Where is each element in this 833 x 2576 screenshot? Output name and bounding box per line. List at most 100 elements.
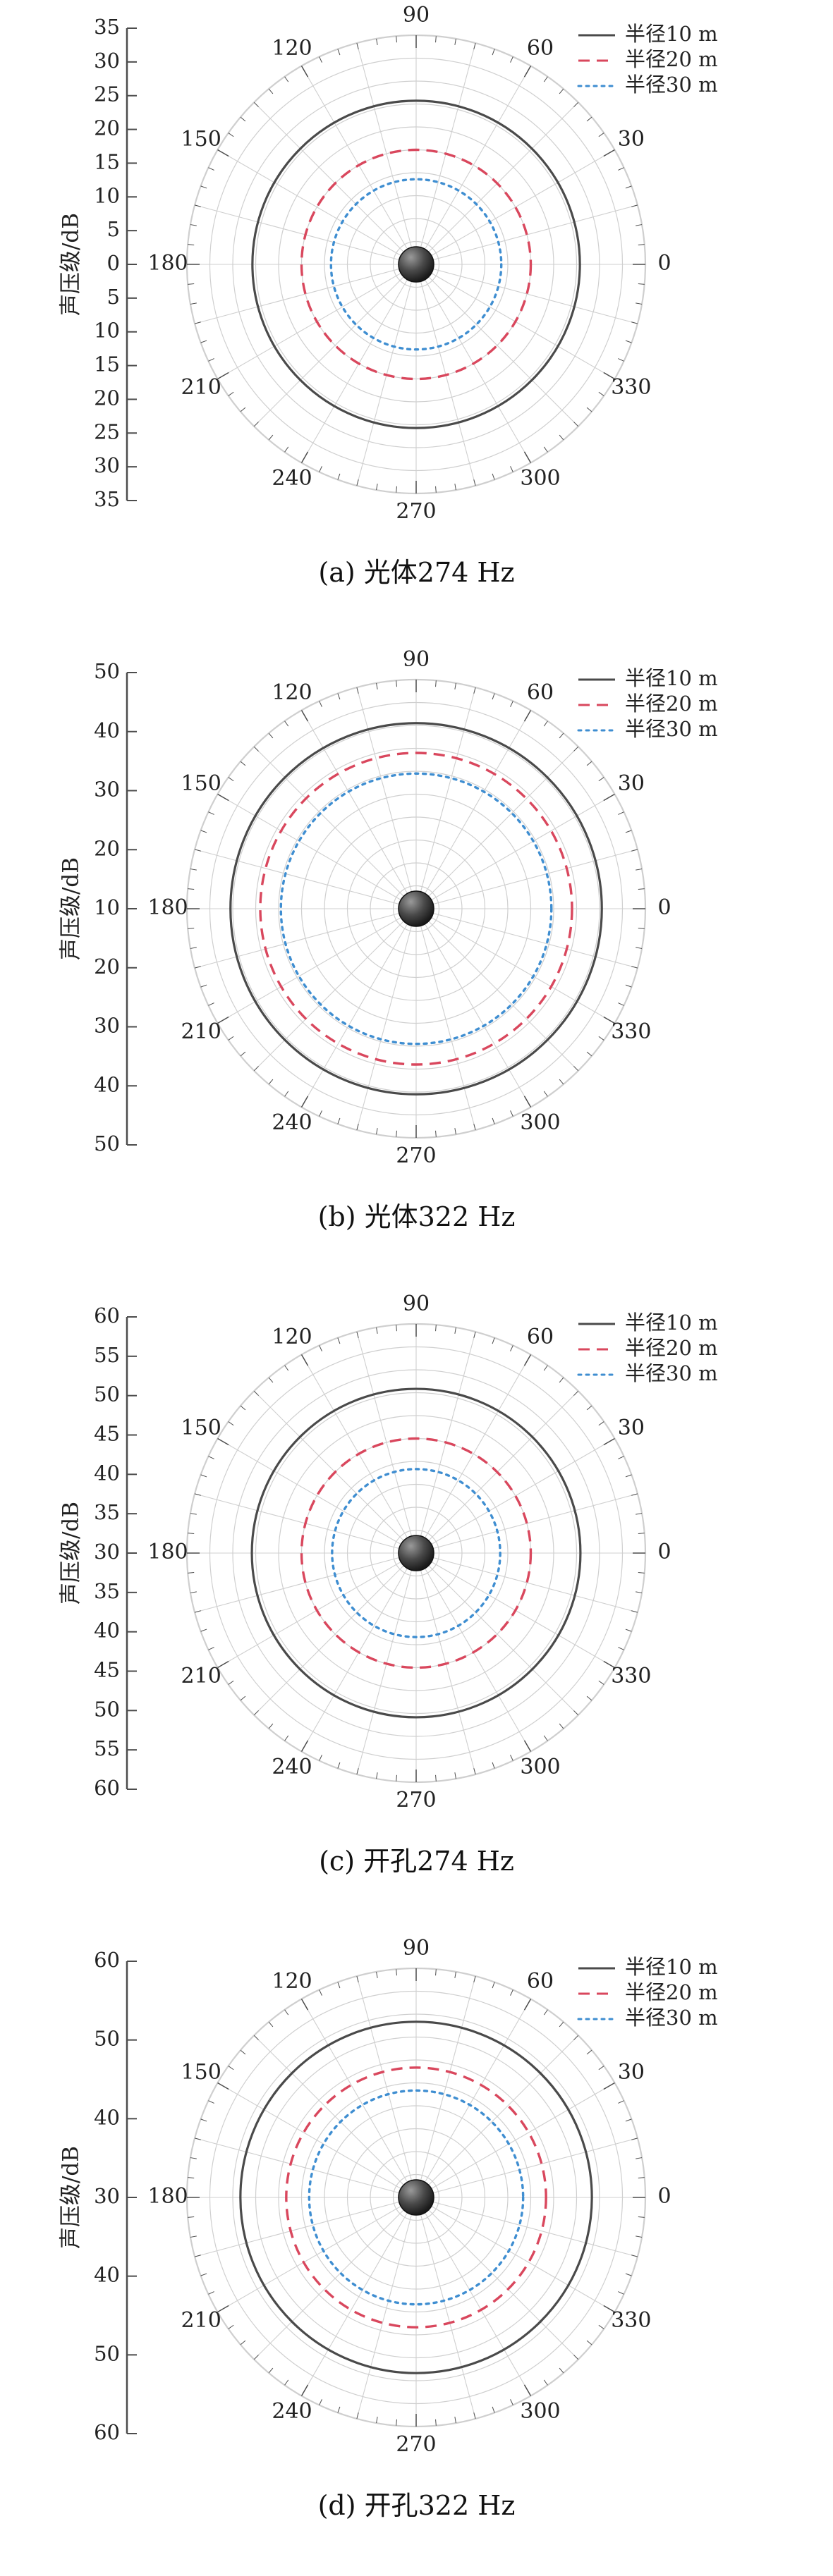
- angle-label-240: 240: [272, 466, 312, 491]
- grid-spoke: [415, 908, 531, 1108]
- grid-spoke: [415, 1975, 476, 2198]
- outer-tick: [217, 1437, 229, 1446]
- outer-tick: [253, 2035, 259, 2040]
- chart-root: 0 30 60 90 120 150 180 210 240 270 300 330 60 55 50 45 4…: [59, 1292, 718, 1813]
- y-tick-label: 60: [94, 2420, 120, 2444]
- outer-tick: [200, 1474, 207, 1478]
- outer-tick: [396, 2419, 397, 2426]
- outer-tick: [559, 2021, 564, 2028]
- outer-tick: [603, 1016, 615, 1024]
- outer-tick: [435, 2419, 437, 2426]
- outer-tick: [228, 1680, 234, 1685]
- outer-tick: [194, 2138, 201, 2140]
- grid-spoke: [194, 1552, 417, 1613]
- outer-minor-ticks: [187, 35, 645, 493]
- outer-tick: [636, 947, 643, 949]
- y-tick-label: 50: [94, 1382, 120, 1406]
- angle-label-180: 180: [147, 1540, 188, 1564]
- outer-tick: [454, 682, 456, 689]
- outer-tick: [586, 1695, 592, 1701]
- outer-tick: [194, 849, 201, 852]
- angle-label-210: 210: [181, 2308, 221, 2333]
- outer-tick: [603, 372, 615, 380]
- outer-tick: [337, 693, 341, 700]
- outer-tick: [559, 1377, 564, 1383]
- y-tick-label: 40: [94, 718, 120, 742]
- grid-spoke: [301, 1999, 417, 2198]
- outer-tick: [510, 1755, 513, 1761]
- angle-label-30: 30: [618, 2060, 645, 2085]
- angle-label-150: 150: [181, 2060, 221, 2085]
- outer-tick: [268, 1377, 274, 1383]
- grid-spoke: [217, 2083, 417, 2198]
- legend-label-1: 半径10 m: [625, 1955, 718, 1979]
- outer-tick: [492, 1337, 495, 1344]
- outer-tick: [208, 358, 214, 362]
- outer-tick: [454, 2417, 456, 2424]
- outer-tick: [598, 2066, 604, 2071]
- outer-tick: [337, 1982, 341, 1989]
- outer-tick: [625, 830, 632, 833]
- outer-tick: [253, 1390, 259, 1396]
- grid-spoke: [253, 746, 417, 909]
- grid-spoke: [194, 2197, 417, 2257]
- outer-tick: [190, 2235, 197, 2238]
- outer-tick: [618, 1456, 624, 1459]
- grid-spoke: [217, 908, 417, 1024]
- angle-label-120: 120: [272, 1325, 312, 1349]
- outer-tick: [625, 185, 632, 189]
- outer-tick: [631, 849, 638, 852]
- y-axis-label: 声压级/dB: [59, 2146, 84, 2249]
- outer-tick: [376, 1327, 378, 1334]
- y-tick-label: 50: [94, 2341, 120, 2365]
- outer-tick: [638, 1572, 645, 1574]
- polar-chart-d: 0 30 60 90 120 150 180 210 240 270 300 330 60 50 40 30 4…: [59, 1936, 718, 2457]
- outer-tick: [603, 2082, 615, 2090]
- outer-tick: [208, 2291, 214, 2295]
- series-ring-2: [259, 752, 573, 1066]
- y-tick-label: 40: [94, 2105, 120, 2129]
- angle-label-240: 240: [272, 1755, 312, 1779]
- outer-tick: [586, 1051, 592, 1057]
- outer-tick: [510, 56, 513, 63]
- outer-tick: [603, 2305, 615, 2313]
- y-tick-label: 15: [94, 352, 120, 376]
- outer-tick: [268, 732, 274, 739]
- outer-tick: [573, 1066, 579, 1072]
- grid-spoke: [415, 149, 615, 265]
- outer-tick: [300, 2384, 309, 2396]
- caption-c: (c) 开孔274 Hz: [0, 1846, 833, 1878]
- outer-tick: [396, 1130, 397, 1137]
- outer-tick: [208, 1456, 214, 1459]
- outer-tick: [636, 2157, 643, 2159]
- y-tick-label: 30: [94, 1540, 120, 1564]
- y-axis-label: 声压级/dB: [59, 857, 84, 960]
- y-tick-label: 35: [94, 1500, 120, 1524]
- left-radial-axis: 60 50 40 30 40 50 60 声压级/dB: [59, 1948, 137, 2444]
- outer-tick: [268, 2367, 274, 2374]
- outer-tick: [190, 2157, 197, 2159]
- outer-tick: [618, 2100, 624, 2104]
- grid-spoke: [415, 1552, 638, 1613]
- outer-tick: [435, 680, 437, 687]
- outer-tick: [319, 1345, 322, 1351]
- outer-tick: [356, 1975, 359, 1982]
- polar-chart-c: 0 30 60 90 120 150 180 210 240 270 300 330 60 55 50 45 4…: [59, 1292, 718, 1813]
- series-ring-1: [229, 722, 603, 1096]
- grid-spoke: [415, 2035, 579, 2198]
- angle-label-240: 240: [272, 2399, 312, 2424]
- outer-tick: [638, 888, 645, 890]
- y-tick-label: 40: [94, 1072, 120, 1096]
- y-tick-label: 50: [94, 659, 120, 683]
- y-tick-label: 55: [94, 1736, 120, 1760]
- outer-tick: [208, 2100, 214, 2104]
- outer-tick: [188, 928, 195, 929]
- outer-tick: [618, 1647, 624, 1650]
- outer-tick: [631, 321, 638, 324]
- angle-label-120: 120: [272, 680, 312, 705]
- outer-tick: [638, 928, 645, 929]
- outer-tick: [473, 1331, 476, 1338]
- polar-chart-a: 0306090120150180210240270300330353025201…: [59, 3, 718, 524]
- outer-tick: [573, 422, 579, 427]
